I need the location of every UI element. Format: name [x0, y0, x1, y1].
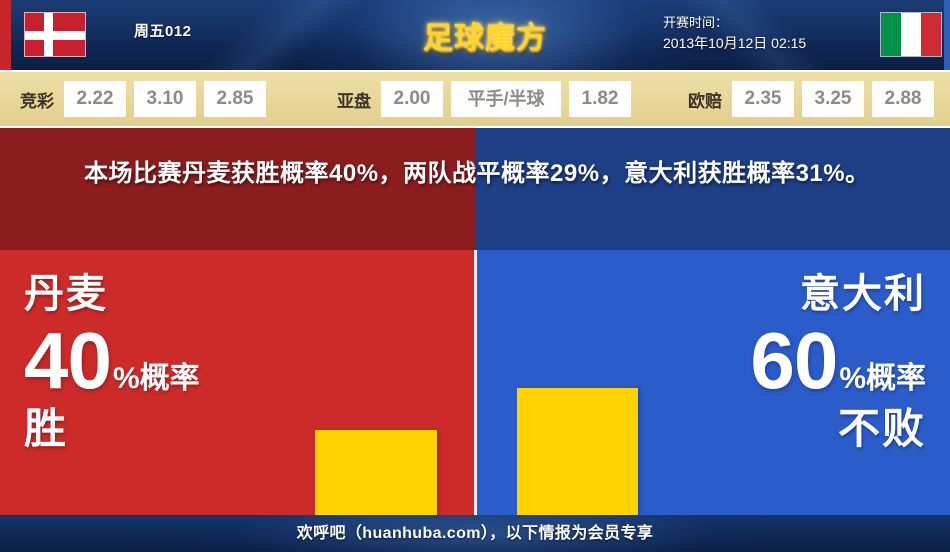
- summary-banner-left-bg: [0, 128, 476, 250]
- home-percent-row: 40 %概率: [24, 318, 200, 404]
- odds-group-jingcai: 竞彩 2.22 3.10 2.85: [20, 81, 266, 117]
- odds-cell-home[interactable]: 2.35: [732, 81, 794, 117]
- panel-divider: [474, 250, 477, 515]
- match-number: 周五012: [134, 23, 192, 40]
- panel-home: 丹麦 40 %概率 胜: [0, 250, 474, 515]
- italy-flag-icon: [880, 12, 942, 57]
- home-percent-value: 40: [24, 316, 112, 405]
- odds-cell-away[interactable]: 2.88: [872, 81, 934, 117]
- home-percent-suffix: %概率: [112, 362, 200, 395]
- away-outcome-label: 不败: [837, 405, 926, 452]
- kickoff-info: 开赛时间： 2013年10月12日 02:15: [663, 13, 806, 53]
- odds-cell-handicap[interactable]: 平手/半球: [451, 81, 561, 117]
- footer-promo-text[interactable]: 欢呼吧（huanhuba.com），以下情报为会员专享: [296, 525, 654, 542]
- odds-cell-home[interactable]: 2.22: [64, 81, 126, 117]
- summary-banner-right-bg: [476, 128, 950, 250]
- summary-text: 本场比赛丹麦获胜概率40%，两队战平概率29%，意大利获胜概率31%。: [84, 160, 870, 187]
- probability-chart: 丹麦 40 %概率 胜 意大利 60 %概率 不败: [0, 250, 950, 515]
- odds-cell-draw[interactable]: 3.25: [802, 81, 864, 117]
- header-bar: 周五012 足球魔方 开赛时间： 2013年10月12日 02:15: [0, 0, 950, 70]
- denmark-flag-cross-horizontal: [25, 31, 85, 40]
- home-outcome-label: 胜: [24, 405, 69, 452]
- kickoff-label: 开赛时间：: [663, 15, 729, 30]
- panel-away: 意大利 60 %概率 不败: [477, 250, 950, 515]
- italy-flag-stripe-white: [900, 13, 921, 56]
- bar-away-probability: [517, 388, 638, 515]
- away-stat-block: 意大利 60 %概率 不败: [750, 268, 926, 456]
- odds-cell-draw[interactable]: 3.10: [134, 81, 196, 117]
- odds-group-label: 欧赔: [688, 91, 722, 111]
- header-right-blue-stripe: [944, 0, 950, 70]
- odds-cell-away[interactable]: 1.82: [569, 81, 631, 117]
- away-percent-row: 60 %概率: [750, 318, 926, 404]
- site-logo[interactable]: 足球魔方: [423, 22, 547, 55]
- home-team-name: 丹麦: [24, 272, 108, 316]
- odds-group-yapan: 亚盘 2.00 平手/半球 1.82: [337, 81, 631, 117]
- away-percent-value: 60: [750, 316, 838, 405]
- header-left-red-stripe: [0, 0, 11, 70]
- odds-group-label: 竞彩: [20, 91, 54, 111]
- bar-home-probability: [315, 430, 437, 515]
- footer-bar: 欢呼吧（huanhuba.com），以下情报为会员专享: [0, 515, 950, 552]
- odds-cell-home[interactable]: 2.00: [381, 81, 443, 117]
- odds-cell-away[interactable]: 2.85: [204, 81, 266, 117]
- italy-flag-stripe-green: [881, 13, 901, 56]
- odds-bar: 竞彩 2.22 3.10 2.85 亚盘 2.00 平手/半球 1.82 欧赔 …: [0, 70, 950, 126]
- away-team-name: 意大利: [800, 272, 926, 316]
- summary-banner: 本场比赛丹麦获胜概率40%，两队战平概率29%，意大利获胜概率31%。: [0, 128, 950, 250]
- italy-flag-stripe-red: [920, 13, 941, 56]
- odds-group-oupei: 欧赔 2.35 3.25 2.88: [688, 81, 934, 117]
- away-percent-suffix: %概率: [839, 362, 926, 395]
- denmark-flag-icon: [24, 12, 86, 57]
- kickoff-time: 2013年10月12日 02:15: [663, 35, 807, 51]
- odds-group-label: 亚盘: [337, 91, 371, 111]
- home-stat-block: 丹麦 40 %概率 胜: [24, 268, 200, 456]
